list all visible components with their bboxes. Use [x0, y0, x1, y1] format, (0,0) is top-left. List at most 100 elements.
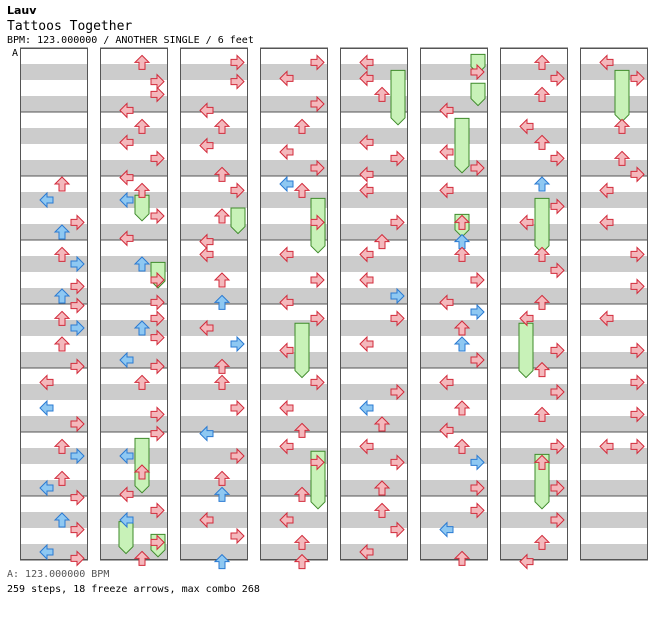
beat-stripe [20, 512, 88, 528]
beat-stripe [340, 224, 408, 240]
beat-stripe [20, 96, 88, 112]
left-arrow-note [359, 271, 374, 289]
freeze-arrow [534, 197, 550, 254]
right-arrow-note [150, 294, 165, 311]
up-arrow-note [133, 182, 151, 198]
beat-stripe [100, 160, 168, 176]
column-border [20, 48, 88, 560]
right-arrow-note [70, 297, 85, 314]
beat-stripe [260, 160, 328, 176]
up-arrow-note [213, 166, 231, 182]
left-arrow-note [199, 102, 214, 119]
beat-stripe [20, 448, 88, 464]
beat-stripe [340, 480, 408, 496]
freeze-arrow [230, 207, 246, 235]
up-arrow-note [213, 208, 231, 224]
right-arrow-note [390, 287, 405, 305]
beat-stripe [260, 96, 328, 112]
right-arrow-note [470, 351, 485, 369]
left-arrow-note [599, 54, 614, 71]
right-arrow-note [630, 342, 645, 359]
beat-stripe [180, 544, 248, 560]
right-arrow-note [230, 182, 245, 199]
left-arrow-note [439, 521, 454, 538]
freeze-arrow [470, 82, 486, 107]
beat-stripe [420, 480, 488, 496]
up-arrow-note [133, 320, 151, 336]
right-arrow-note [550, 511, 565, 529]
left-arrow-note [359, 182, 374, 199]
right-arrow-note [70, 255, 85, 273]
right-arrow-note [70, 489, 85, 506]
left-arrow-note [39, 191, 54, 209]
beat-stripe [580, 512, 648, 528]
beat-stripe [100, 384, 168, 400]
beat-stripe [180, 416, 248, 432]
right-arrow-note [310, 54, 325, 71]
right-arrow-note [390, 310, 405, 327]
up-arrow-note [213, 294, 231, 310]
left-arrow-note [279, 143, 294, 161]
beat-stripe [580, 192, 648, 208]
beat-stripe [580, 96, 648, 112]
right-arrow-note [70, 521, 85, 538]
right-arrow-note [550, 479, 565, 497]
up-arrow-note [533, 294, 551, 310]
left-arrow-note [199, 511, 214, 529]
left-arrow-note [119, 169, 134, 186]
left-arrow-note [439, 143, 454, 161]
left-arrow-note [279, 70, 294, 87]
left-arrow-note [359, 543, 374, 561]
bpm-legend: A: 123.000000 BPM [7, 569, 110, 580]
beat-stripe [180, 384, 248, 400]
beat-stripe [580, 448, 648, 464]
beat-stripe [340, 512, 408, 528]
right-arrow-note [230, 447, 245, 465]
right-arrow-note [470, 63, 485, 81]
beat-stripe [20, 160, 88, 176]
up-arrow-note [293, 182, 311, 198]
beat-stripe [340, 288, 408, 304]
right-arrow-note [70, 447, 85, 465]
beat-stripe [500, 480, 568, 496]
beat-stripe [100, 320, 168, 336]
right-arrow-note [310, 374, 325, 391]
beat-stripe [100, 480, 168, 496]
beat-stripe [580, 480, 648, 496]
up-arrow-note [453, 550, 471, 566]
up-arrow-note [533, 361, 551, 378]
right-arrow-note [630, 70, 645, 87]
song-title: Tattoos Together [7, 19, 133, 34]
right-arrow-note [470, 454, 485, 471]
right-arrow-note [230, 399, 245, 417]
left-arrow-note [279, 246, 294, 263]
freeze-arrow [614, 69, 630, 123]
beat-stripe [500, 160, 568, 176]
beat-stripe [180, 512, 248, 528]
beat-stripe [180, 160, 248, 176]
beat-stripe [500, 96, 568, 112]
left-arrow-note [199, 137, 214, 154]
right-arrow-note [70, 415, 85, 433]
left-arrow-note [599, 310, 614, 327]
beat-stripe [500, 448, 568, 464]
left-arrow-note [439, 182, 454, 199]
beat-stripe [20, 416, 88, 432]
beat-stripe [100, 192, 168, 208]
up-arrow-note [213, 118, 231, 134]
beat-stripe [260, 544, 328, 560]
right-arrow-note [310, 454, 325, 471]
left-arrow-note [279, 399, 294, 417]
left-arrow-note [279, 342, 294, 359]
beat-stripe [580, 128, 648, 144]
beat-stripe [340, 256, 408, 272]
beat-stripe [100, 96, 168, 112]
right-arrow-note [310, 310, 325, 327]
beat-stripe [500, 224, 568, 240]
up-arrow-note [133, 464, 151, 480]
beat-stripe [180, 288, 248, 304]
up-arrow-note [533, 176, 551, 192]
up-arrow-note [533, 134, 551, 150]
right-arrow-note [70, 550, 85, 567]
